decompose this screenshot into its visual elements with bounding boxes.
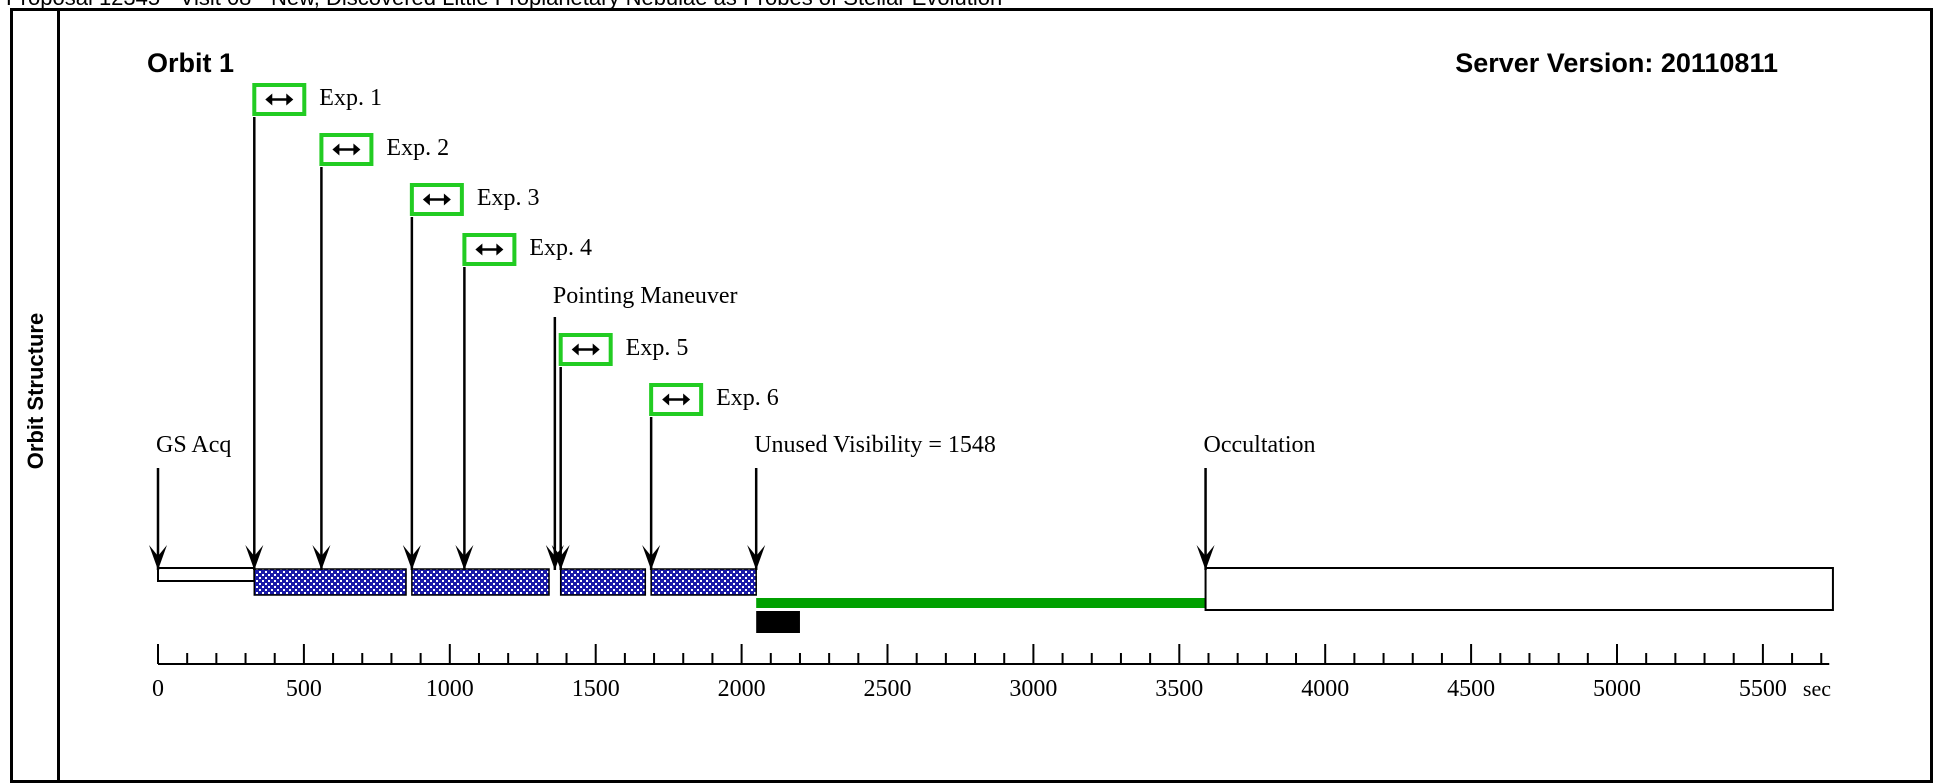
event-marker: Exp. 1 bbox=[245, 83, 382, 570]
double-arrow-icon bbox=[571, 343, 600, 356]
arrowhead bbox=[455, 545, 474, 570]
exposure-segment bbox=[253, 568, 407, 596]
event-label: Exp. 3 bbox=[477, 185, 540, 211]
event-label: Exp. 4 bbox=[529, 235, 592, 261]
event-label: GS Acq bbox=[156, 432, 231, 458]
event-label: Exp. 6 bbox=[716, 385, 779, 411]
unused-visibility-bar bbox=[756, 598, 1206, 608]
exposure-segment bbox=[650, 568, 757, 596]
event-label: Occultation bbox=[1204, 432, 1316, 458]
event-label: Exp. 5 bbox=[626, 335, 689, 361]
tick-label: 1000 bbox=[426, 676, 474, 702]
arrowhead bbox=[245, 545, 264, 570]
double-arrow-icon bbox=[662, 393, 691, 406]
tick-label: 4500 bbox=[1447, 676, 1495, 702]
tick-label: 1500 bbox=[572, 676, 620, 702]
arrowhead bbox=[551, 545, 570, 570]
event-marker: Occultation bbox=[1196, 432, 1316, 570]
tick-label: 3000 bbox=[1009, 676, 1057, 702]
arrowhead bbox=[642, 545, 661, 570]
double-arrow-icon bbox=[422, 193, 451, 206]
exposure-segment bbox=[411, 568, 550, 596]
event-marker: Exp. 6 bbox=[642, 383, 779, 570]
arrowhead bbox=[1196, 545, 1215, 570]
tick-label: 500 bbox=[286, 676, 322, 702]
event-label: Exp. 2 bbox=[386, 135, 449, 161]
tick-label: 0 bbox=[152, 676, 164, 702]
arrowhead bbox=[149, 545, 167, 570]
event-label: Pointing Maneuver bbox=[553, 283, 738, 309]
side-strip: Orbit Structure bbox=[13, 11, 60, 780]
tick-label: 5000 bbox=[1593, 676, 1641, 702]
event-label: Unused Visibility = 1548 bbox=[754, 432, 996, 458]
event-marker: GS Acq bbox=[149, 432, 231, 570]
orbit-title: Orbit 1 bbox=[147, 48, 234, 78]
occultation-segment bbox=[1204, 567, 1834, 611]
event-label: Exp. 1 bbox=[319, 85, 382, 111]
server-version: Server Version: 20110811 bbox=[1455, 48, 1778, 78]
tick-label: 4000 bbox=[1301, 676, 1349, 702]
event-marker: Exp. 5 bbox=[551, 333, 689, 570]
event-marker: Exp. 4 bbox=[455, 233, 592, 570]
event-marker: Exp. 2 bbox=[312, 133, 449, 570]
event-marker: Unused Visibility = 1548 bbox=[747, 432, 996, 570]
tick-label: 2000 bbox=[718, 676, 766, 702]
acq-segment bbox=[157, 567, 256, 582]
event-marker: Exp. 3 bbox=[402, 183, 540, 570]
arrowhead bbox=[402, 545, 421, 570]
tick-label: 2500 bbox=[864, 676, 912, 702]
double-arrow-icon bbox=[332, 143, 361, 156]
exposure-segment bbox=[559, 568, 647, 596]
double-arrow-icon bbox=[475, 243, 504, 256]
arrowhead bbox=[545, 545, 564, 570]
tick-label: 3500 bbox=[1155, 676, 1203, 702]
page-caption: Proposal 12345 - Visit 08 - New, Discove… bbox=[6, 0, 1002, 11]
arrowhead bbox=[747, 545, 766, 570]
axis-unit-label: sec bbox=[1803, 676, 1831, 701]
double-arrow-icon bbox=[265, 93, 294, 106]
event-marker: Pointing Maneuver bbox=[545, 283, 738, 570]
buffer-block bbox=[756, 611, 800, 633]
arrowhead bbox=[312, 545, 331, 570]
tick-label: 5500 bbox=[1739, 676, 1787, 702]
exposure-box bbox=[252, 83, 307, 116]
